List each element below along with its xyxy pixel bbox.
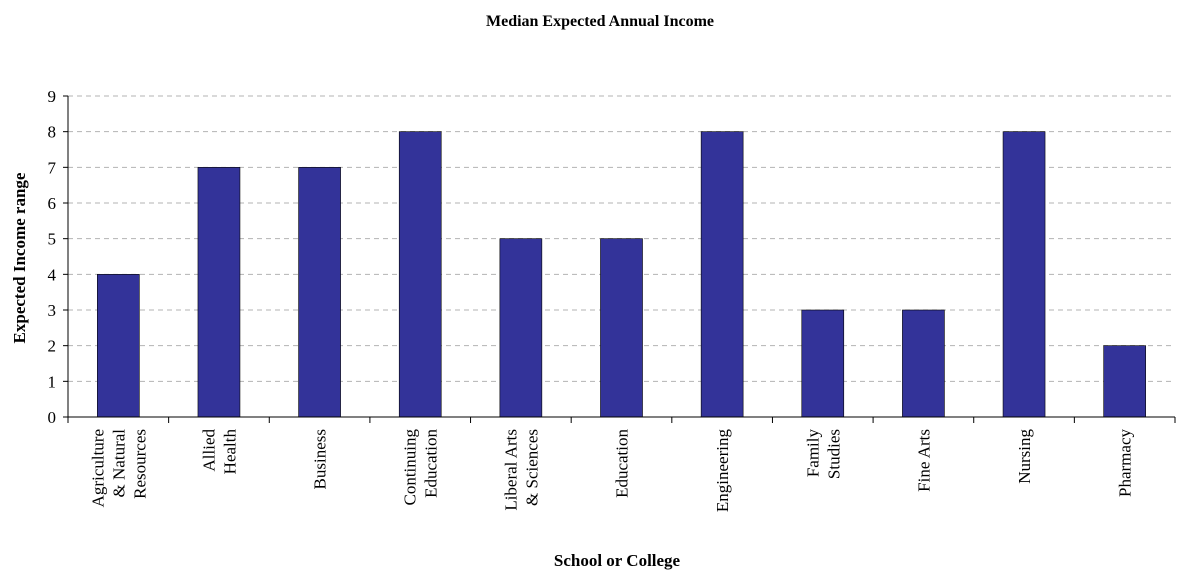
chart-title: Median Expected Annual Income (486, 13, 714, 30)
x-category-label-line: & Sciences (522, 429, 541, 506)
x-category-label-line: Engineering (713, 429, 732, 513)
axes (63, 95, 1176, 423)
x-category-labels: Agriculture & Natural Resources Allied Healt… (88, 429, 1134, 513)
x-category-label: Allied Health (199, 429, 239, 475)
y-tick-label: 8 (48, 123, 57, 142)
x-category-label-line: Nursing (1015, 429, 1034, 484)
x-category-label-line: Agriculture (88, 429, 107, 507)
bar (398, 131, 442, 418)
y-tick-label: 0 (48, 408, 57, 427)
x-category-label-line: Liberal Arts (501, 429, 520, 511)
x-category-label-line: Education (422, 429, 441, 498)
x-category-label-line: & Natural (109, 429, 128, 498)
bar (97, 274, 140, 418)
y-tick-label: 4 (48, 265, 57, 284)
x-category-label: Agriculture & Natural Resources (88, 429, 149, 508)
x-category-label: Fine Arts (914, 429, 933, 492)
bars (97, 131, 1146, 418)
x-category-label-line: Continuing (401, 429, 420, 506)
x-category-label-line: Family (803, 429, 822, 478)
y-tick-label: 9 (48, 87, 57, 106)
x-category-label: Nursing (1015, 429, 1034, 484)
x-category-label-line: Pharmacy (1116, 429, 1135, 497)
bar (600, 238, 643, 418)
x-category-label: Liberal Arts & Sciences (501, 429, 541, 511)
x-category-label: Continuing Education (401, 429, 441, 506)
x-category-label-line: Resources (130, 429, 149, 499)
y-tick-label: 2 (48, 337, 57, 356)
x-category-label: Family Studies (803, 429, 843, 480)
x-category-label-line: Allied (199, 429, 218, 472)
y-tick-labels: 0 1 2 3 4 5 6 7 8 9 (48, 87, 57, 427)
x-category-label-line: Health (220, 429, 239, 475)
bar (197, 167, 241, 418)
x-category-label: Pharmacy (1116, 429, 1135, 497)
y-tick-label: 1 (48, 372, 57, 391)
bar (1002, 131, 1046, 418)
x-category-label-line: Fine Arts (914, 429, 933, 492)
bar (298, 167, 341, 418)
bar (1103, 345, 1146, 418)
bar (801, 309, 845, 418)
x-category-label-line: Business (311, 429, 330, 489)
y-tick-label: 6 (48, 194, 57, 213)
x-category-label-line: Studies (824, 429, 843, 479)
x-axis-title: School or College (554, 551, 681, 570)
y-tick-label: 7 (48, 158, 57, 177)
x-category-label: Business (311, 429, 330, 489)
bar (700, 131, 744, 418)
y-axis-title: Expected Income range (10, 172, 29, 343)
bar (499, 238, 543, 418)
y-tick-label: 5 (48, 230, 57, 249)
y-tick-label: 3 (48, 301, 57, 320)
x-category-label: Engineering (713, 429, 732, 513)
bar (902, 309, 945, 418)
x-category-label: Education (613, 429, 632, 498)
x-category-label-line: Education (613, 429, 632, 498)
